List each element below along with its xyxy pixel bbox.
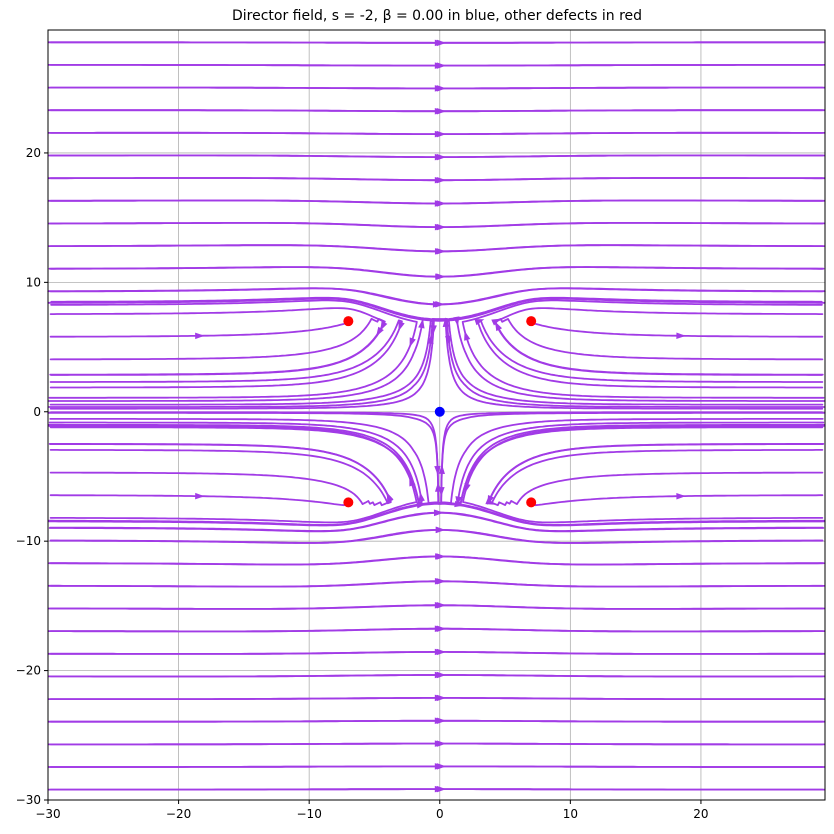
stream-arrow (434, 648, 445, 656)
x-tick-label: 20 (693, 807, 708, 821)
x-tick-label: 10 (563, 807, 578, 821)
stream-arrow (485, 498, 496, 505)
y-tick-label: −10 (16, 534, 41, 548)
other-defect-marker (343, 497, 354, 508)
stream-arrow (434, 85, 445, 92)
stream-arrow (427, 334, 434, 345)
stream-arrow (434, 509, 444, 516)
stream-arrow (195, 332, 205, 340)
stream-arrow (434, 717, 445, 725)
stream-arrow (386, 492, 394, 503)
stream-arrow (376, 326, 384, 337)
stream-arrow (435, 526, 446, 534)
stream-arrow (434, 62, 445, 69)
y-tick-label: 10 (26, 275, 41, 289)
stream-arrow (435, 273, 445, 280)
y-tick-label: 0 (33, 405, 41, 419)
stream-arrow (676, 492, 686, 500)
defects (343, 316, 537, 508)
stream-arrow (418, 318, 425, 329)
stream-arrow (434, 176, 445, 184)
stream-arrow (494, 321, 503, 332)
stream-arrow (434, 153, 445, 161)
stream-arrow (474, 319, 485, 326)
stream-arrow (434, 740, 445, 747)
x-tick-label: −20 (166, 807, 191, 821)
axis-ticks: −30 −20 −10 0 10 20 −30 −20 −10 0 10 20 (16, 146, 709, 821)
stream-arrow (409, 337, 416, 348)
stream-arrow (435, 553, 445, 560)
x-tick-label: −10 (297, 807, 322, 821)
other-defect-marker (526, 497, 537, 508)
plot-frame (47, 29, 826, 801)
stream-arrow (438, 464, 445, 475)
other-defect-marker (343, 316, 354, 327)
stream-arrow (434, 39, 445, 47)
streamlines (47, 39, 826, 793)
stream-arrow (453, 316, 460, 327)
stream-arrow (380, 320, 388, 331)
x-tick-label: −30 (35, 807, 60, 821)
stream-arrow (434, 763, 445, 770)
stream-arrow (418, 492, 425, 502)
stream-arrow (434, 671, 445, 679)
stream-arrow (464, 330, 471, 341)
y-tick-label: 20 (26, 146, 41, 160)
stream-arrow (434, 602, 445, 609)
stream-arrow (434, 578, 445, 585)
stream-arrow (398, 321, 405, 332)
stream-arrow (432, 301, 443, 308)
stream-arrow (434, 248, 445, 255)
central-defect-marker (434, 406, 445, 417)
stream-arrow (434, 465, 441, 476)
stream-arrow (434, 130, 445, 138)
x-tick-label: 0 (436, 807, 444, 821)
stream-arrow (434, 694, 445, 702)
stream-arrow (434, 223, 445, 231)
stream-arrow (434, 107, 445, 115)
stream-arrow (195, 492, 205, 500)
y-tick-label: −20 (16, 664, 41, 678)
stream-arrow (676, 332, 686, 339)
stream-arrow (434, 785, 445, 793)
other-defect-marker (526, 316, 537, 327)
chart-title: Director field, s = -2, β = 0.00 in blue… (232, 8, 642, 24)
stream-arrow (445, 335, 452, 346)
stream-arrow (434, 625, 445, 632)
y-tick-label: −30 (16, 793, 41, 807)
stream-arrow (434, 200, 445, 207)
